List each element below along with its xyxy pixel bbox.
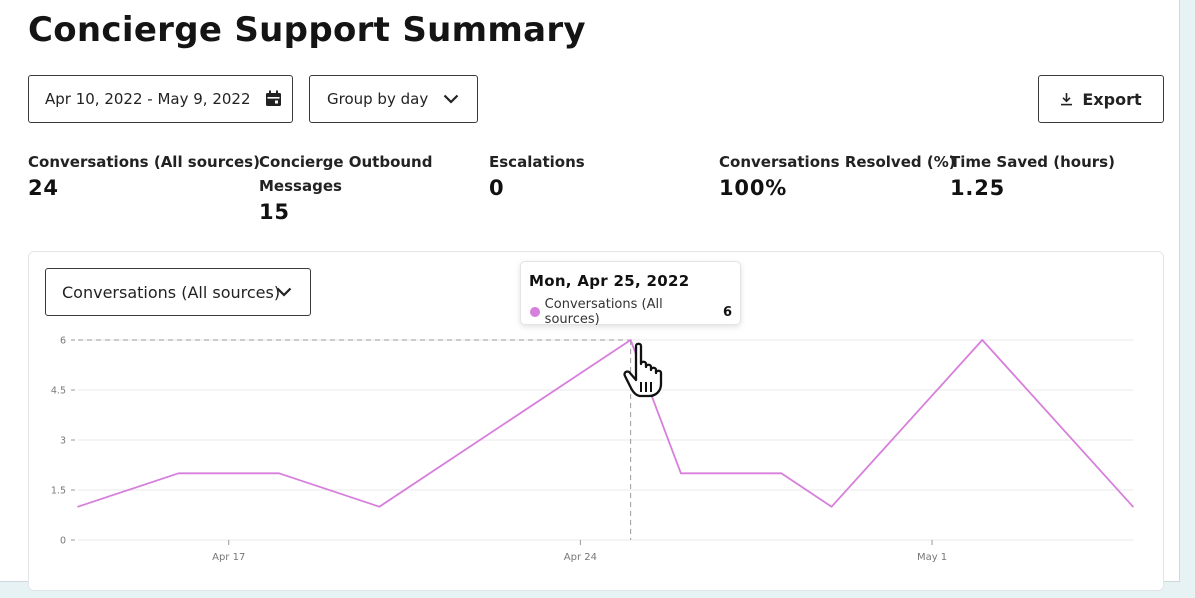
- group-by-dropdown[interactable]: Group by day: [309, 75, 478, 123]
- data-point: [830, 505, 833, 508]
- date-range-picker[interactable]: Apr 10, 2022 - May 9, 2022: [28, 75, 293, 123]
- x-tick-label: May 1: [917, 552, 947, 563]
- metric-label: Concierge Outbound: [259, 153, 433, 171]
- metric-escalations: Escalations 0: [489, 150, 585, 202]
- line-chart[interactable]: 0 1.5 3 4.5 6 Apr 17 Apr 24 May 1: [0, 0, 1180, 582]
- chart-tooltip: Mon, Apr 25, 2022 Conversations (All sou…: [520, 261, 741, 327]
- metric-label: Conversations Resolved (%): [719, 153, 956, 171]
- series-dropdown[interactable]: Conversations (All sources): [45, 268, 311, 316]
- metric-resolved: Conversations Resolved (%) 100%: [719, 150, 956, 202]
- x-tick-label: Apr 24: [564, 552, 597, 563]
- metric-value: 100%: [719, 176, 788, 200]
- series-color-dot: [530, 307, 540, 317]
- data-point: [780, 472, 783, 475]
- y-tick-label: 3: [60, 436, 66, 447]
- export-label: Export: [1082, 89, 1142, 109]
- series-dropdown-value: Conversations (All sources): [62, 282, 281, 302]
- metric-outbound-messages: Concierge Outbound Messages 15: [259, 150, 432, 226]
- metric-time-saved: Time Saved (hours) 1.25: [950, 150, 1115, 202]
- group-by-value: Group by day: [327, 90, 429, 108]
- data-point: [981, 339, 984, 341]
- metric-label: Conversations (All sources): [28, 153, 260, 171]
- metric-conversations: Conversations (All sources) 24: [28, 150, 260, 202]
- data-point: [1132, 505, 1134, 508]
- metric-value: 0: [489, 176, 505, 200]
- calendar-icon: [266, 90, 281, 106]
- tooltip-series: Conversations (All sources): [544, 297, 663, 327]
- export-button[interactable]: Export: [1038, 75, 1164, 123]
- data-point: [378, 505, 381, 508]
- metric-label-line2: Messages: [259, 177, 342, 195]
- page-title: Concierge Support Summary: [28, 10, 586, 50]
- data-point: [629, 339, 632, 341]
- y-tick-label: 4.5: [51, 386, 66, 397]
- metric-value: 24: [28, 176, 59, 200]
- tooltip-value: 6: [722, 304, 732, 320]
- chevron-down-icon: [443, 94, 459, 104]
- series-line: [77, 339, 1134, 508]
- summary-panel: Concierge Support Summary Apr 10, 2022 -…: [0, 0, 1180, 591]
- tooltip-date: Mon, Apr 25, 2022: [529, 272, 690, 290]
- date-range-value: Apr 10, 2022 - May 9, 2022: [45, 90, 251, 108]
- download-icon: [1061, 93, 1073, 106]
- data-point: [680, 472, 682, 475]
- y-tick-label: 0: [60, 536, 66, 547]
- data-point: [77, 505, 79, 508]
- hand-pointer-icon: [623, 342, 663, 398]
- data-point: [177, 472, 180, 475]
- metric-value: 1.25: [950, 176, 1006, 200]
- metric-label: Time Saved (hours): [950, 153, 1115, 171]
- chevron-down-icon: [276, 287, 292, 297]
- y-tick-label: 1.5: [51, 486, 66, 497]
- metric-label: Escalations: [489, 153, 585, 171]
- tooltip-row: Conversations (All sources) 6: [529, 297, 732, 327]
- metric-value: 15: [259, 200, 290, 224]
- y-tick-label: 6: [60, 336, 66, 347]
- data-point: [278, 472, 280, 475]
- x-tick-label: Apr 17: [212, 552, 245, 563]
